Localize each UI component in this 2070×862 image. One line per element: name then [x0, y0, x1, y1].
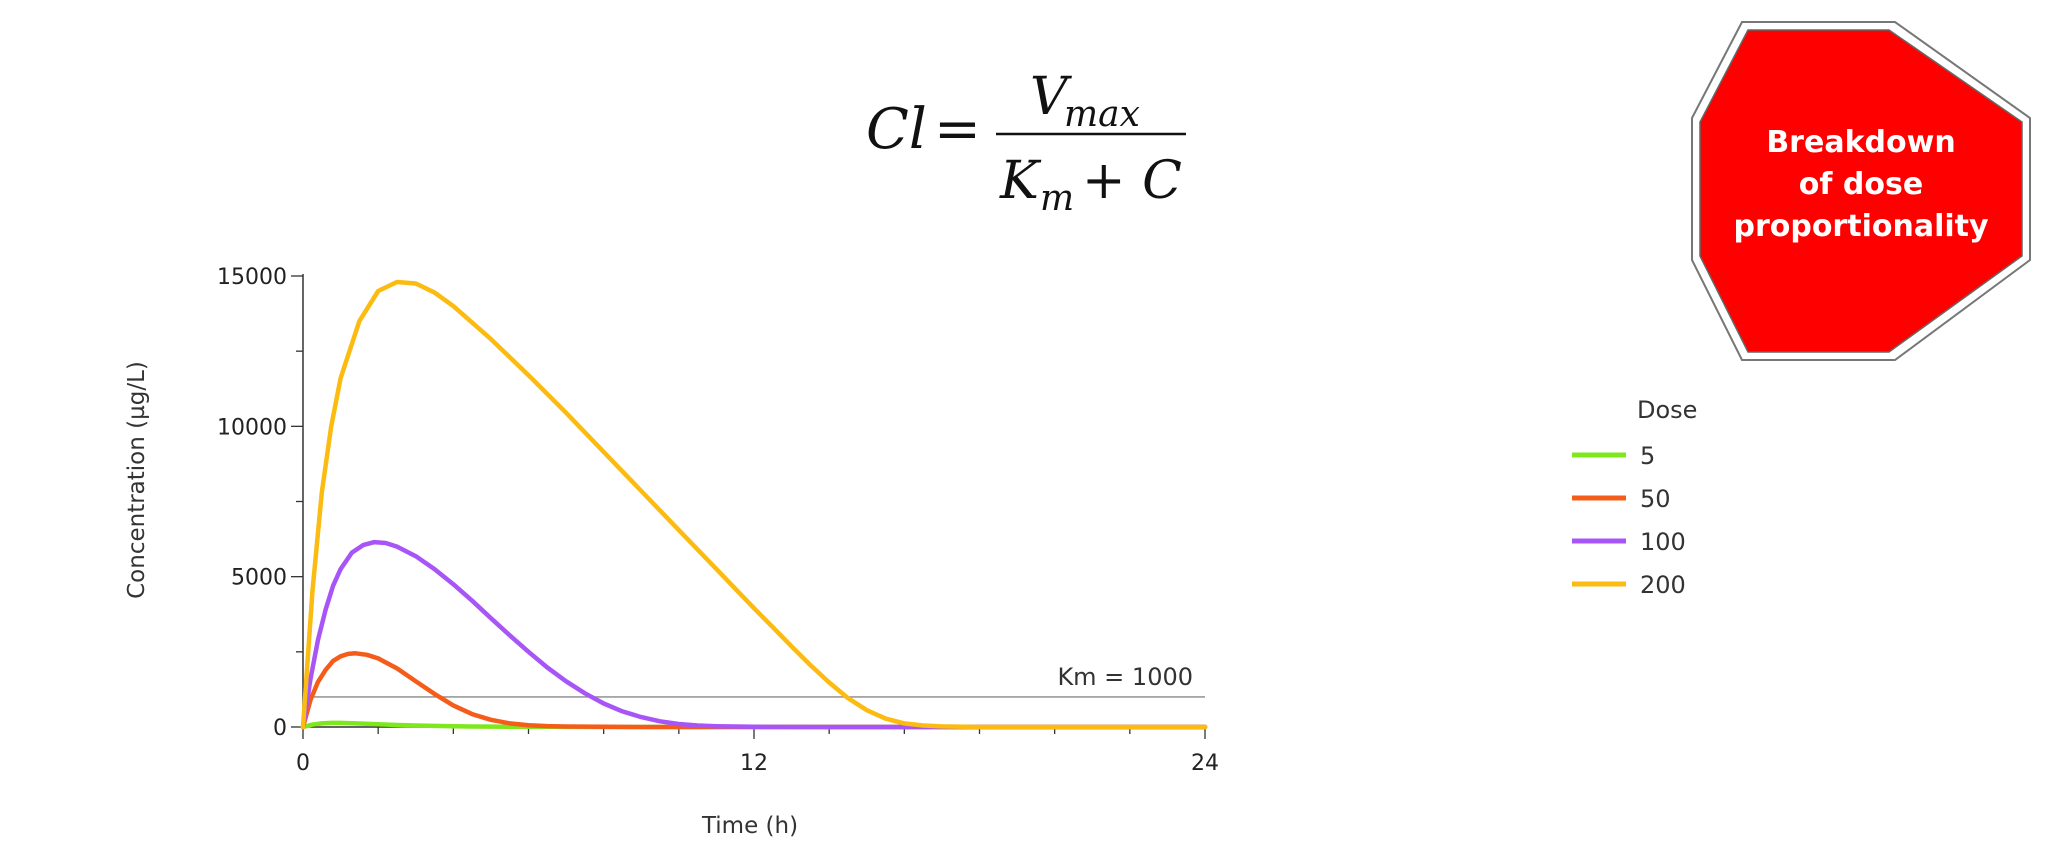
y-axis-label: Concentration (µg/L) — [124, 361, 150, 599]
x-tick-label: 12 — [740, 751, 768, 776]
formula-numerator-sub: max — [1064, 94, 1140, 135]
y-tick-label: 0 — [273, 716, 287, 741]
chart-series — [300, 279, 1208, 730]
legend-label-200: 200 — [1640, 571, 1686, 599]
y-tick-label: 15000 — [217, 265, 287, 290]
y-tick-label: 5000 — [231, 566, 287, 591]
formula: Cl = V max K m + C — [866, 67, 1186, 219]
x-tick-label: 0 — [296, 751, 310, 776]
legend: Dose 5 50 100 200 — [1572, 396, 1697, 599]
formula-equals: = — [934, 97, 981, 162]
legend-label-50: 50 — [1640, 485, 1671, 513]
stop-sign-octagon — [1699, 29, 2023, 353]
x-axis-label: Time (h) — [701, 813, 798, 839]
formula-lhs: Cl — [866, 97, 927, 162]
stop-sign: Breakdown of dose proportionality — [1691, 21, 2031, 361]
x-tick-label: 24 — [1191, 751, 1219, 776]
stop-sign-line-2: of dose — [1799, 167, 1923, 202]
reference-line-group: Km = 1000 — [313, 663, 1205, 698]
series-line-dose-50 — [300, 651, 1208, 730]
series-line-dose-200 — [300, 279, 1208, 730]
km-reference-label: Km = 1000 — [1057, 663, 1193, 691]
stop-sign-line-3: proportionality — [1733, 209, 1989, 244]
legend-label-5: 5 — [1640, 442, 1655, 470]
chart-axes: 0 5000 10000 15000 0 12 24 — [217, 265, 1219, 776]
legend-label-100: 100 — [1640, 528, 1686, 556]
legend-title: Dose — [1637, 396, 1697, 424]
series-line-dose-100 — [300, 539, 1208, 730]
formula-numerator-main: V — [1030, 67, 1072, 127]
formula-denominator-rest: + C — [1082, 151, 1182, 211]
formula-denominator-main: K — [999, 151, 1042, 211]
formula-denominator-sub: m — [1040, 178, 1074, 219]
stop-sign-line-1: Breakdown — [1766, 125, 1955, 160]
y-tick-label: 10000 — [217, 415, 287, 440]
